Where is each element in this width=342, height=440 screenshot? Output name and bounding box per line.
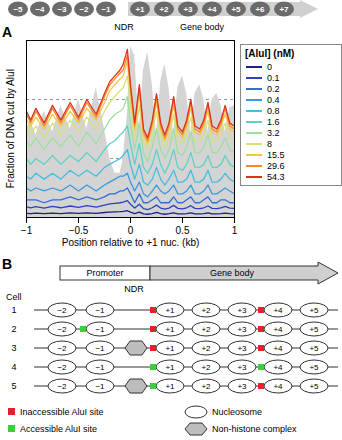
- svg-text:+3: +3: [237, 382, 247, 391]
- svg-text:+5: +5: [309, 363, 319, 372]
- svg-text:+1: +1: [165, 306, 175, 315]
- svg-text:Gene body: Gene body: [180, 22, 225, 32]
- svg-text:+1: +1: [165, 363, 175, 372]
- svg-text:0: 0: [128, 225, 134, 236]
- svg-text:−1: −1: [95, 325, 105, 334]
- svg-text:−2: −2: [57, 306, 67, 315]
- html-text:B: B: [2, 256, 13, 272]
- svg-text:−2: −2: [57, 363, 67, 372]
- svg-text:+1: +1: [135, 5, 145, 14]
- svg-text:+7: +7: [279, 5, 289, 14]
- svg-text:−5: −5: [13, 5, 23, 14]
- html-text:A: A: [2, 24, 13, 40]
- svg-text:+4: +4: [273, 382, 283, 391]
- svg-text:+5: +5: [309, 382, 319, 391]
- svg-text:Promoter: Promoter: [86, 268, 123, 278]
- svg-text:+4: +4: [273, 363, 283, 372]
- svg-text:+3: +3: [237, 306, 247, 315]
- svg-text:−1: −1: [101, 5, 111, 14]
- html-text:0.2: 0.2: [267, 83, 280, 94]
- html-text:0.4: 0.4: [267, 94, 280, 105]
- svg-text:+3: +3: [237, 325, 247, 334]
- svg-text:+1: +1: [165, 382, 175, 391]
- svg-text:+2: +2: [201, 382, 211, 391]
- svg-text:Non-histone complex: Non-histone complex: [212, 424, 297, 434]
- svg-text:−1: −1: [21, 225, 33, 236]
- svg-text:1: 1: [232, 225, 238, 236]
- svg-text:−2: −2: [57, 325, 67, 334]
- svg-text:−0.5: −0.5: [69, 225, 89, 236]
- svg-text:Inaccessible AluI site: Inaccessible AluI site: [20, 407, 104, 417]
- svg-text:Cell: Cell: [6, 292, 22, 302]
- svg-text:4: 4: [11, 362, 16, 372]
- svg-text:5: 5: [11, 381, 16, 391]
- svg-text:3: 3: [11, 343, 16, 353]
- svg-text:+1: +1: [165, 325, 175, 334]
- svg-text:Accessible AluI site: Accessible AluI site: [20, 424, 97, 434]
- svg-text:−1: −1: [95, 382, 105, 391]
- svg-text:+5: +5: [309, 325, 319, 334]
- svg-text:+4: +4: [273, 306, 283, 315]
- html-text:1.6: 1.6: [267, 116, 280, 127]
- html-text:0.8: 0.8: [267, 105, 280, 116]
- svg-text:+3: +3: [237, 363, 247, 372]
- html-text:3.2: 3.2: [267, 127, 280, 138]
- html-text:Fraction of DNA cut by AluI: Fraction of DNA cut by AluI: [4, 68, 16, 188]
- html-text:8: 8: [267, 138, 272, 149]
- html-text:[AluI] (nM): [AluI] (nM): [245, 48, 295, 59]
- svg-text:−1: −1: [95, 363, 105, 372]
- svg-text:+5: +5: [231, 5, 241, 14]
- html-text:0.1: 0.1: [267, 72, 280, 83]
- svg-text:Gene body: Gene body: [210, 268, 255, 278]
- svg-text:−1: −1: [95, 344, 105, 353]
- svg-text:+2: +2: [159, 5, 169, 14]
- svg-text:NDR: NDR: [114, 22, 134, 32]
- svg-text:NDR: NDR: [124, 284, 144, 294]
- svg-text:Position relative to +1 nuc. (: Position relative to +1 nuc. (kb): [62, 237, 200, 248]
- svg-text:1: 1: [11, 305, 16, 315]
- svg-text:+5: +5: [309, 344, 319, 353]
- svg-text:−2: −2: [79, 5, 89, 14]
- svg-text:−3: −3: [57, 5, 67, 14]
- svg-text:+6: +6: [255, 5, 265, 14]
- svg-text:+3: +3: [237, 344, 247, 353]
- html-text:0: 0: [267, 61, 272, 72]
- html-text:54.3: 54.3: [267, 171, 285, 182]
- html-text:15.5: 15.5: [267, 149, 285, 160]
- svg-text:+2: +2: [201, 344, 211, 353]
- svg-text:+1: +1: [165, 344, 175, 353]
- svg-text:+3: +3: [183, 5, 193, 14]
- svg-text:+4: +4: [273, 344, 283, 353]
- svg-text:+4: +4: [273, 325, 283, 334]
- svg-text:−1: −1: [95, 306, 105, 315]
- svg-text:+2: +2: [201, 325, 211, 334]
- svg-text:−4: −4: [35, 5, 45, 14]
- svg-text:2: 2: [11, 324, 16, 334]
- svg-text:0.5: 0.5: [176, 225, 190, 236]
- svg-text:−2: −2: [57, 382, 67, 391]
- html-text:29.6: 29.6: [267, 160, 285, 171]
- svg-text:+4: +4: [207, 5, 217, 14]
- svg-text:+2: +2: [201, 306, 211, 315]
- svg-text:−2: −2: [57, 344, 67, 353]
- svg-text:+2: +2: [201, 363, 211, 372]
- svg-text:Nucleosome: Nucleosome: [212, 407, 262, 417]
- svg-text:+5: +5: [309, 306, 319, 315]
